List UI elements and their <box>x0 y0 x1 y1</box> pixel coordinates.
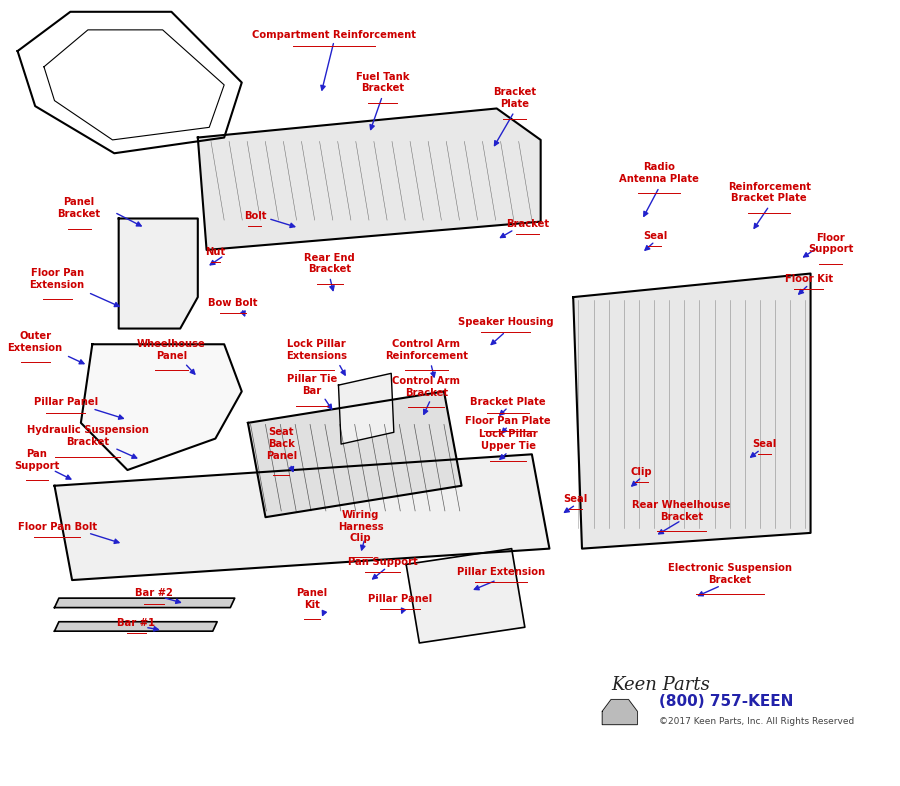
Text: Hydraulic Suspension
Bracket: Hydraulic Suspension Bracket <box>27 425 148 447</box>
Text: Bracket Plate: Bracket Plate <box>471 398 546 407</box>
Polygon shape <box>406 549 525 643</box>
Text: Pan Support: Pan Support <box>347 557 418 567</box>
Text: Reinforcement
Bracket Plate: Reinforcement Bracket Plate <box>728 182 811 204</box>
Text: Bow Bolt: Bow Bolt <box>208 298 257 307</box>
Polygon shape <box>198 108 541 250</box>
Text: Floor Pan
Extension: Floor Pan Extension <box>30 268 85 290</box>
Text: Rear Wheelhouse
Bracket: Rear Wheelhouse Bracket <box>632 500 731 522</box>
Text: Bar #2: Bar #2 <box>135 589 173 598</box>
Text: Panel
Bracket: Panel Bracket <box>58 197 101 219</box>
Text: ©2017 Keen Parts, Inc. All Rights Reserved: ©2017 Keen Parts, Inc. All Rights Reserv… <box>660 717 855 726</box>
Polygon shape <box>248 391 462 517</box>
Polygon shape <box>81 344 242 470</box>
Text: Pillar Extension: Pillar Extension <box>457 567 545 577</box>
Text: Clip: Clip <box>631 467 652 476</box>
Text: Floor Pan Bolt: Floor Pan Bolt <box>18 522 96 531</box>
Text: Compartment Reinforcement: Compartment Reinforcement <box>252 31 416 40</box>
Polygon shape <box>602 700 637 725</box>
Text: Seal: Seal <box>752 439 777 449</box>
Text: Lock Pillar
Extensions: Lock Pillar Extensions <box>286 339 347 361</box>
Text: Bracket: Bracket <box>506 219 549 229</box>
Text: Floor Kit: Floor Kit <box>785 274 832 284</box>
Polygon shape <box>18 12 242 153</box>
Text: Radio
Antenna Plate: Radio Antenna Plate <box>619 162 699 184</box>
Text: Keen Parts: Keen Parts <box>611 677 710 694</box>
Text: Bar #1: Bar #1 <box>117 618 156 627</box>
Text: Control Arm
Reinforcement: Control Arm Reinforcement <box>385 339 468 361</box>
Text: Speaker Housing: Speaker Housing <box>458 318 554 327</box>
Text: (800) 757-KEEN: (800) 757-KEEN <box>660 693 794 709</box>
Text: Outer
Extension: Outer Extension <box>7 331 63 353</box>
Text: Wheelhouse
Panel: Wheelhouse Panel <box>137 339 206 361</box>
Text: Bolt: Bolt <box>244 211 266 221</box>
Polygon shape <box>119 219 198 329</box>
Polygon shape <box>55 598 235 608</box>
Text: Pillar Tie
Bar: Pillar Tie Bar <box>287 374 338 396</box>
Text: Floor Pan Plate: Floor Pan Plate <box>465 416 551 425</box>
Text: Pan
Support: Pan Support <box>14 449 59 471</box>
Text: Seal: Seal <box>643 231 667 241</box>
Text: Bracket
Plate: Bracket Plate <box>492 87 536 109</box>
Text: Control Arm
Bracket: Control Arm Bracket <box>392 376 461 398</box>
Polygon shape <box>55 454 550 580</box>
Text: Seat
Back
Panel: Seat Back Panel <box>266 428 297 461</box>
Text: Floor
Support: Floor Support <box>808 233 853 255</box>
Text: Electronic Suspension
Bracket: Electronic Suspension Bracket <box>668 563 792 585</box>
Text: Pillar Panel: Pillar Panel <box>34 398 98 407</box>
Polygon shape <box>573 274 811 549</box>
Text: Pillar Panel: Pillar Panel <box>368 594 432 604</box>
Text: Wiring
Harness
Clip: Wiring Harness Clip <box>338 510 383 543</box>
Polygon shape <box>338 373 394 444</box>
Text: Rear End
Bracket: Rear End Bracket <box>304 252 355 274</box>
Polygon shape <box>55 622 217 631</box>
Text: Seal: Seal <box>563 494 588 504</box>
Text: Panel
Kit: Panel Kit <box>296 588 328 610</box>
Text: Nut: Nut <box>205 247 226 256</box>
Text: Fuel Tank
Bracket: Fuel Tank Bracket <box>356 72 410 94</box>
Text: Lock Pillar
Upper Tie: Lock Pillar Upper Tie <box>479 429 537 451</box>
